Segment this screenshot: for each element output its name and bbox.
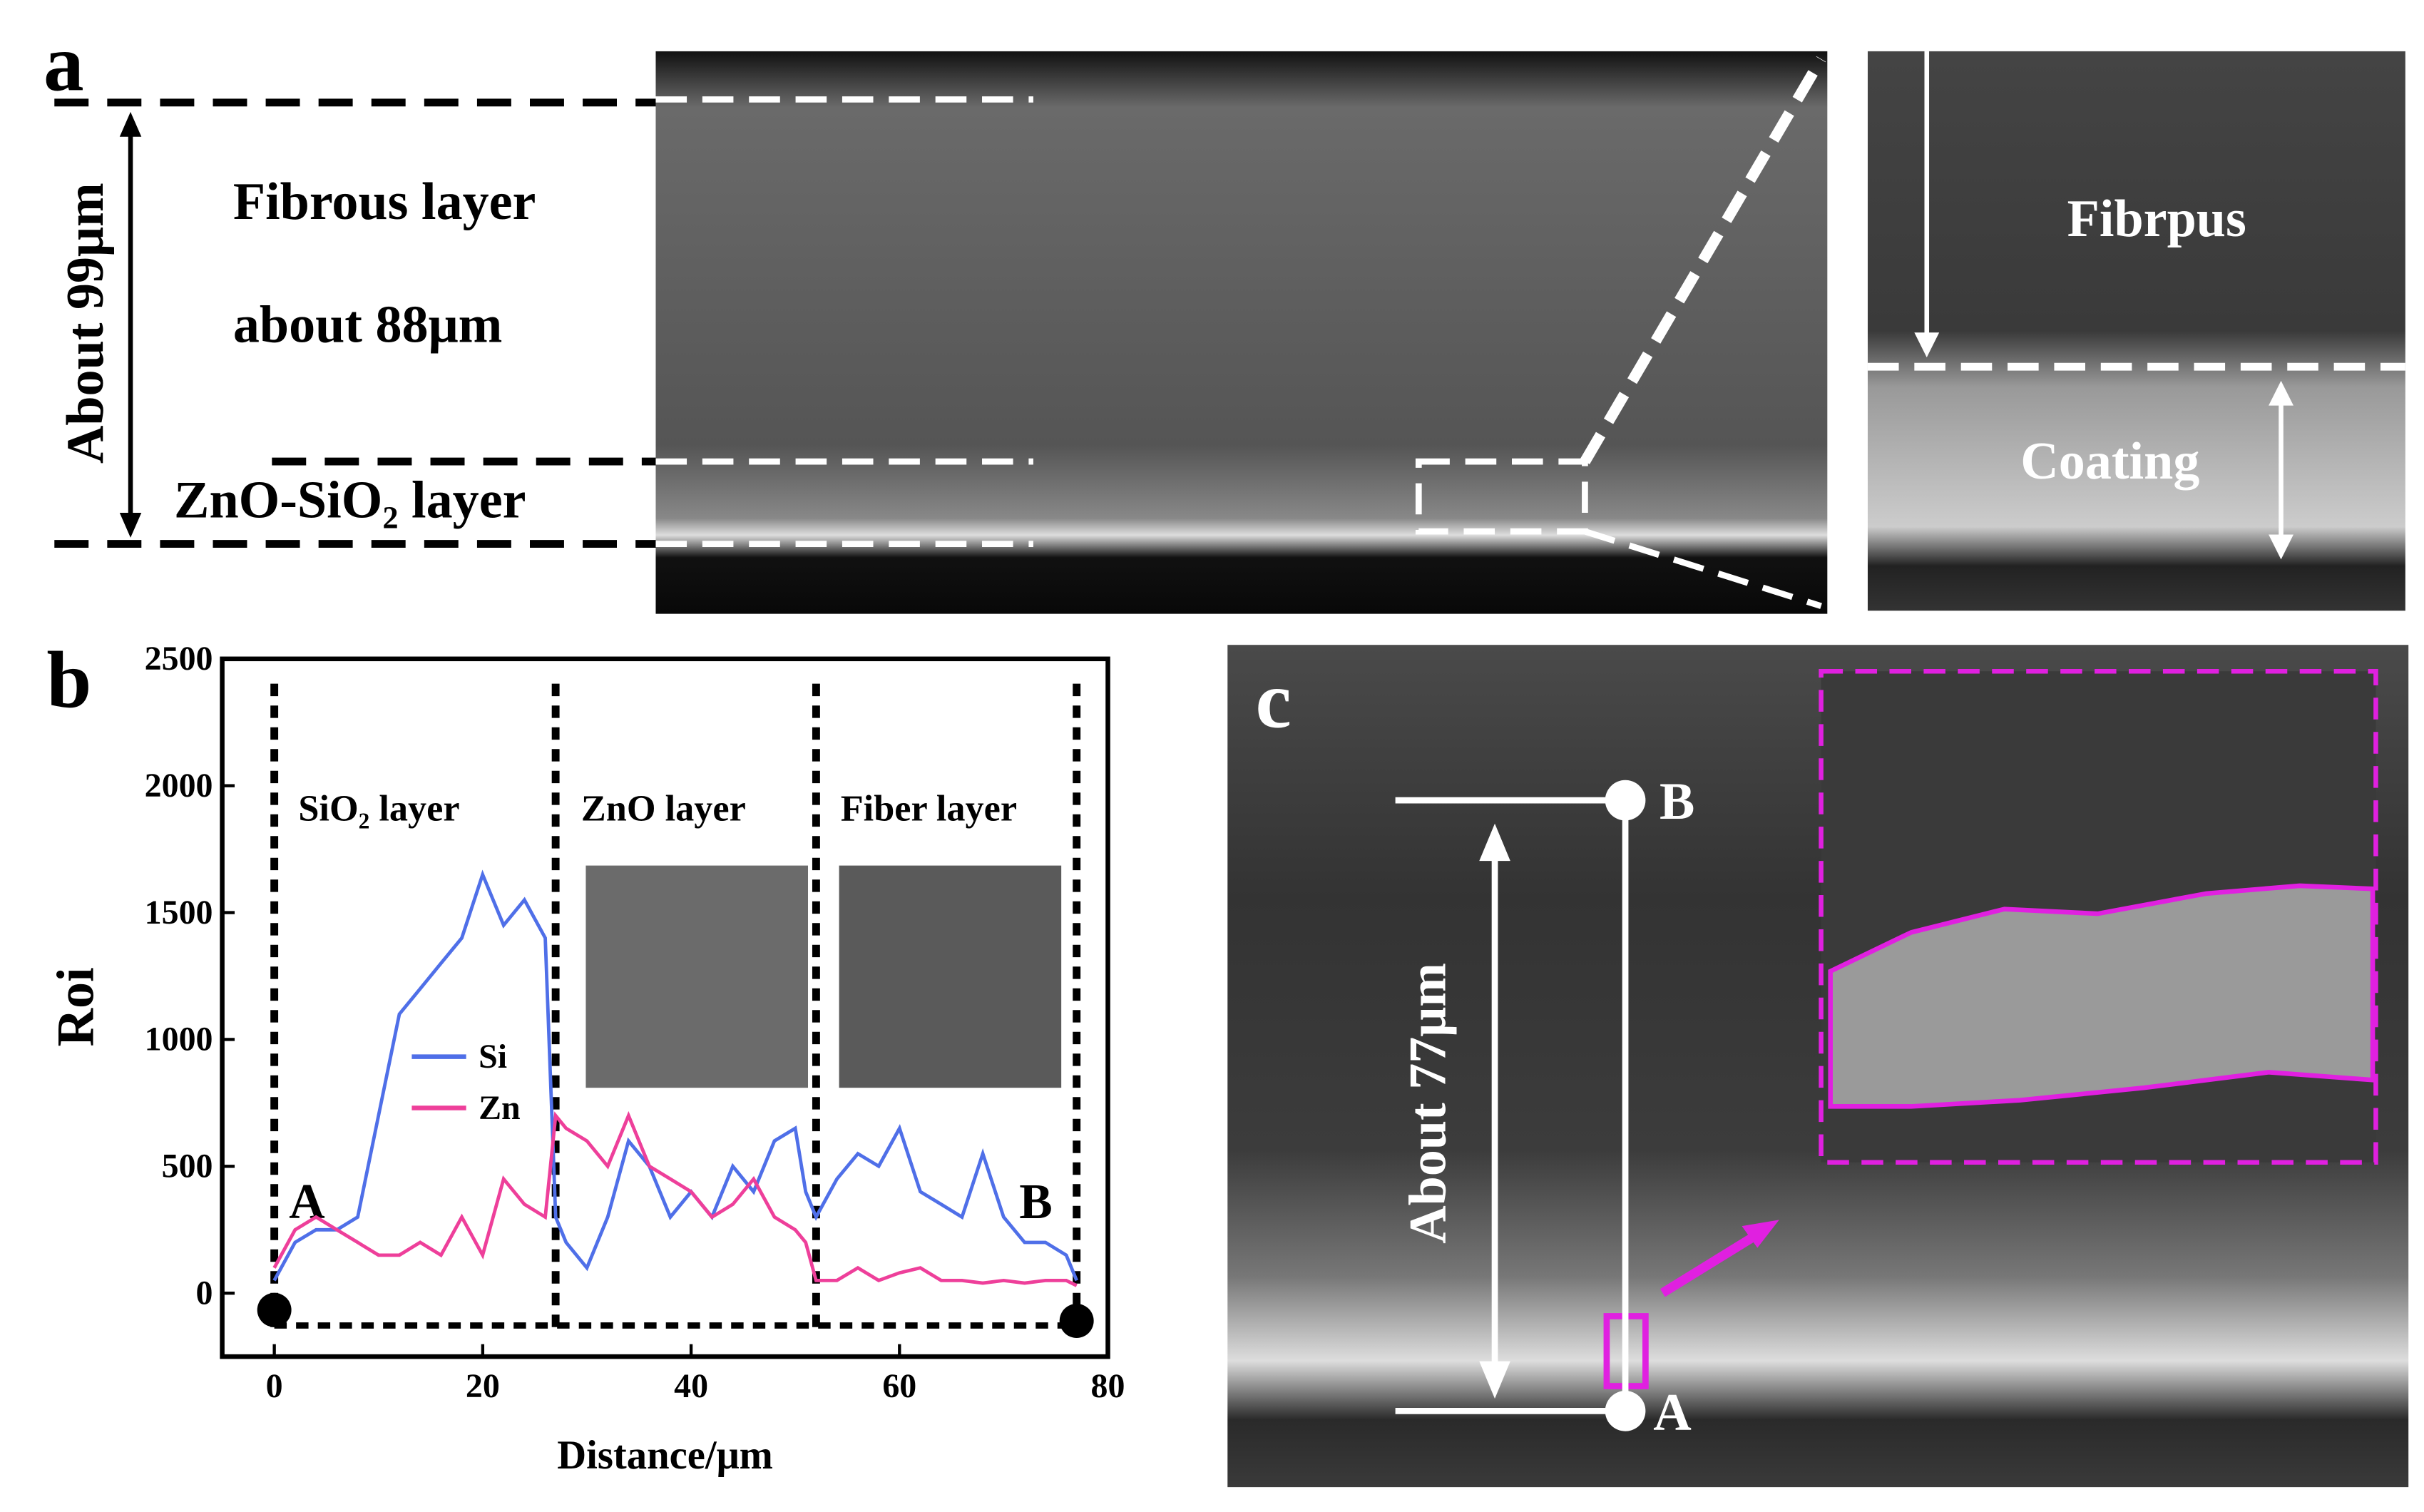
y-tick-label: 500 (162, 1148, 213, 1185)
guide-lines-white (655, 56, 2405, 609)
x-axis-title: Distance/μm (557, 1434, 773, 1478)
length-label: About 77μm (1398, 963, 1457, 1244)
annotation: B (1019, 1175, 1053, 1230)
coating-outline (1828, 883, 2376, 1109)
y-tick-label: 0 (196, 1274, 213, 1312)
panel-label: b (46, 635, 91, 725)
sem-inset (839, 865, 1062, 1088)
sem-inset (1867, 51, 2405, 611)
measure-lines (1395, 797, 1629, 1414)
annotation: ZnO layer (581, 787, 746, 829)
legend-label: Zn (479, 1089, 521, 1127)
x-tick-label: 80 (1091, 1367, 1125, 1405)
y-tick-label: 1500 (145, 894, 213, 931)
layer-label: Fibrous layer (233, 173, 536, 231)
inset-label: Coating (2020, 432, 2199, 491)
endpoint (257, 1292, 292, 1327)
layer-label: about 88μm (233, 295, 502, 354)
arrow (1660, 1231, 1759, 1297)
sem-image (655, 51, 1828, 614)
endpoint (1059, 1304, 1094, 1338)
sem-inset (585, 865, 809, 1088)
annotation: SiO₂ layer (298, 787, 459, 829)
panel-label: c (1256, 655, 1292, 745)
x-tick-label: 40 (674, 1367, 708, 1405)
y-tick-label: 1000 (145, 1021, 213, 1058)
panel-c: c About 77μm B A (1227, 645, 2409, 1488)
panel-a: a About 99μm Fibrous layer about 88μm Zn… (44, 18, 2405, 614)
x-tick-label: 60 (882, 1367, 916, 1405)
x-tick-label: 20 (466, 1367, 500, 1405)
arrow-head (1742, 1220, 1779, 1248)
point-label: B (1660, 772, 1694, 831)
series-line (272, 1110, 1078, 1287)
series-line (272, 869, 1078, 1282)
panel-b: b Distance/μm Roi SiO₂ layer ZnO layer F… (46, 635, 1125, 1478)
inset-label: Fibrpus (2067, 190, 2246, 248)
y-axis-title: Roi (47, 967, 106, 1046)
y-tick-label: 2000 (145, 767, 213, 804)
x-tick-label: 0 (266, 1367, 283, 1405)
annotation: Fiber layer (841, 787, 1017, 829)
point (1605, 1391, 1646, 1431)
guide-lines (54, 98, 656, 548)
y-tick-label: 2500 (145, 640, 213, 678)
arrow-head (1914, 332, 1940, 358)
point-label: A (1653, 1384, 1691, 1442)
point (1605, 780, 1646, 821)
layer-label: ZnO-SiO₂ layer (174, 471, 526, 530)
plot-frame (220, 656, 1110, 1359)
panel-label: a (44, 18, 84, 108)
legend-label: Si (479, 1038, 507, 1076)
thickness-label: About 99μm (56, 183, 115, 464)
